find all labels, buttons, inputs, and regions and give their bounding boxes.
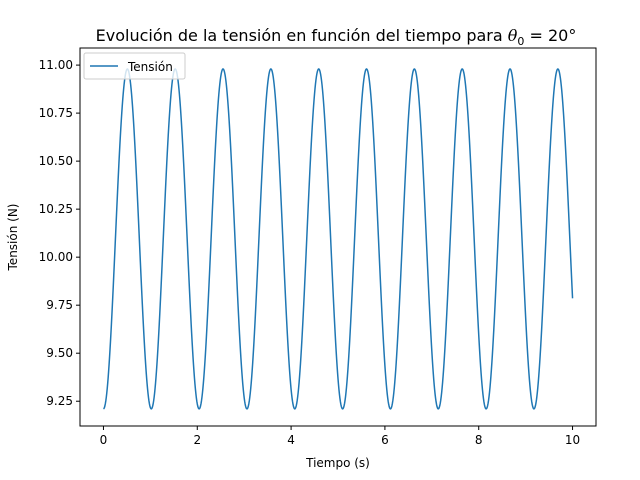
x-axis-ticks: 0 2 4 6 8 10: [100, 426, 580, 447]
chart-title-text: Evolución de la tensión en función del t…: [96, 26, 508, 45]
y-tick-label: 11.00: [39, 58, 73, 72]
x-tick-label: 8: [475, 433, 483, 447]
legend-label-tension: Tensión: [127, 60, 173, 74]
plot-area: [103, 68, 574, 410]
x-tick-label: 6: [381, 433, 389, 447]
y-tick-label: 10.75: [39, 106, 73, 120]
y-axis-label: Tensión (N): [6, 204, 20, 272]
x-axis-label: Tiempo (s): [305, 456, 370, 470]
y-tick-label: 10.50: [39, 154, 73, 168]
legend-box: [83, 52, 186, 80]
y-tick-label: 9.75: [46, 298, 73, 312]
x-tick-label: 4: [287, 433, 295, 447]
y-tick-label: 9.50: [46, 346, 73, 360]
y-tick-label: 9.25: [46, 394, 73, 408]
x-tick-label: 0: [100, 433, 108, 447]
series-line-tension: [103, 68, 574, 410]
chart-title-theta: θ: [508, 26, 518, 45]
y-axis-ticks: 9.25 9.50 9.75 10.00 10.25 10.50 10.75 11.00: [39, 58, 80, 408]
axes-frame: [79, 47, 597, 427]
x-tick-label: 2: [193, 433, 201, 447]
chart-title-value: = 20°: [524, 26, 576, 45]
legend: Tensión: [83, 52, 186, 80]
y-tick-label: 10.25: [39, 202, 73, 216]
chart-title-subscript: 0: [517, 35, 524, 48]
chart-title: Evolución de la tensión en función del t…: [96, 26, 577, 48]
x-tick-label: 10: [565, 433, 580, 447]
y-tick-label: 10.00: [39, 250, 73, 264]
